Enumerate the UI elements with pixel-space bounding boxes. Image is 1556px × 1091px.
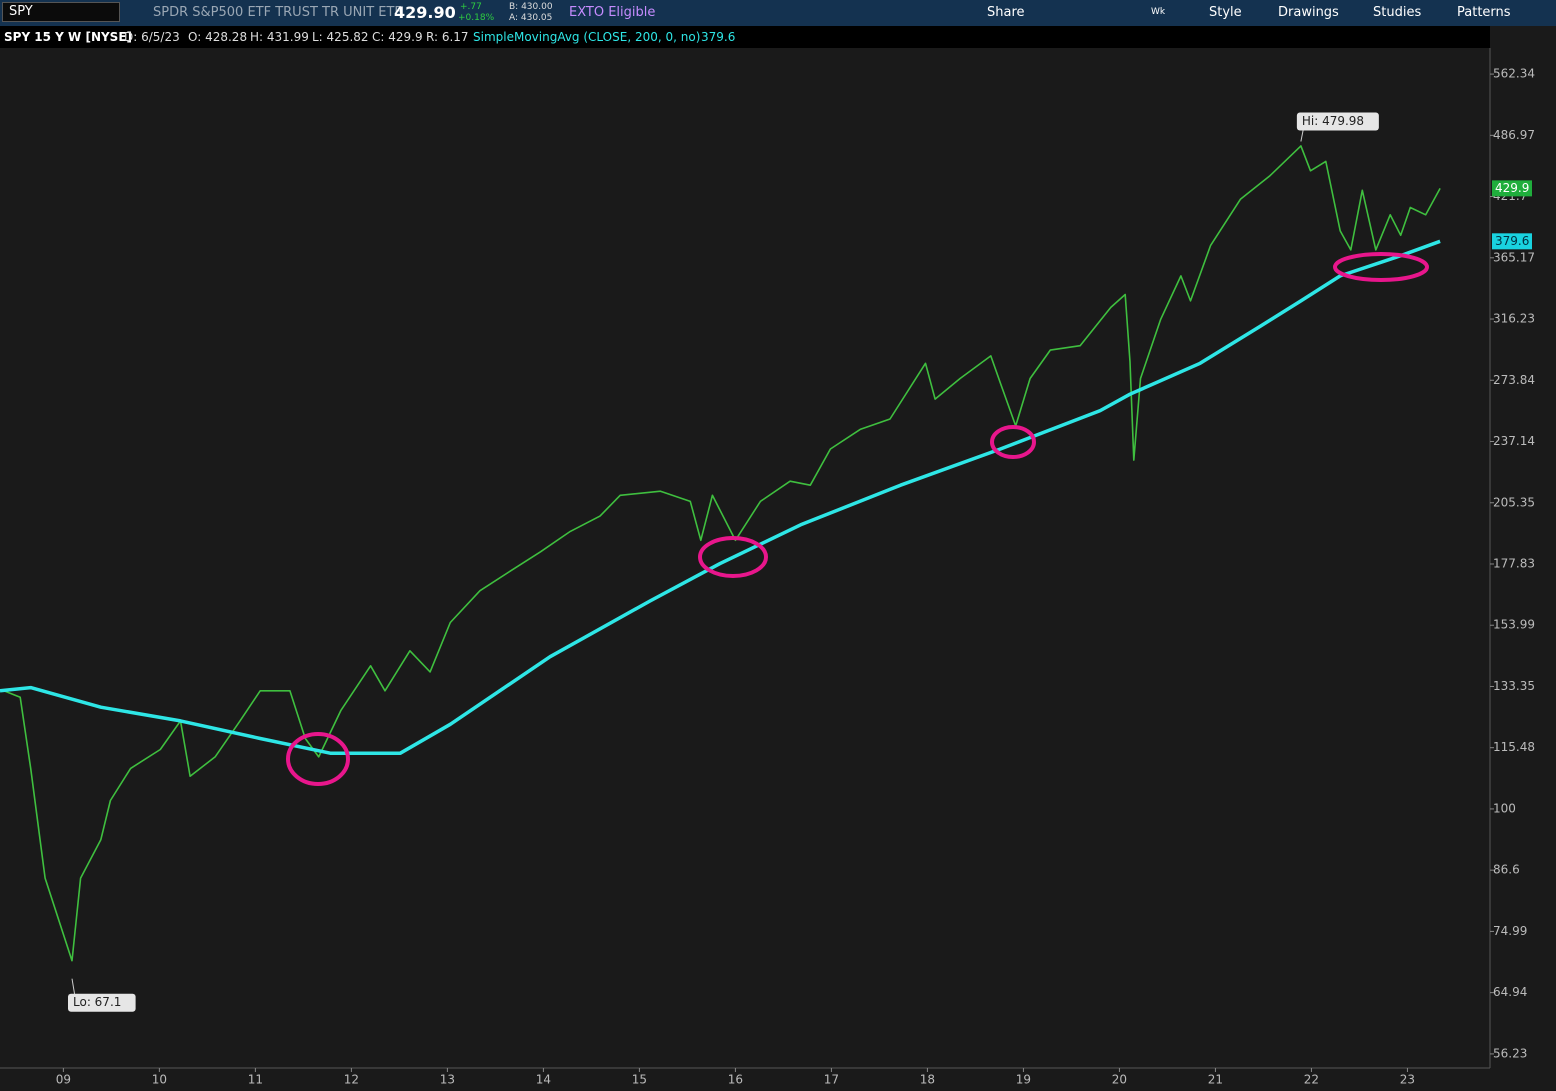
x-tick-label: 09 bbox=[56, 1073, 71, 1087]
button[interactable]: Studies bbox=[1373, 5, 1422, 20]
y-tick-label: 74.99 bbox=[1493, 924, 1527, 938]
info-bar: SPY 15 Y W [NYSE] D: 6/5/23 O: 428.28 H:… bbox=[0, 26, 1490, 48]
info: O: 428.28 bbox=[188, 30, 248, 44]
bid: B: 430.00 bbox=[509, 2, 553, 12]
button[interactable]: Drawings bbox=[1278, 5, 1339, 20]
y-tick-label: 100 bbox=[1493, 801, 1516, 815]
y-tick-label: 237.14 bbox=[1493, 434, 1535, 448]
button[interactable]: Share bbox=[987, 5, 1025, 20]
x-tick-label: 21 bbox=[1208, 1073, 1223, 1087]
plot: 562.34 486.97 421.7 365.17 316.23 273.84 237.1… bbox=[0, 67, 1535, 1087]
y-tick-label: 86.6 bbox=[1493, 863, 1520, 877]
x-tick-label: 11 bbox=[248, 1073, 263, 1087]
change: +.77 bbox=[460, 2, 482, 12]
price-tag-label: 379.6 bbox=[1495, 234, 1529, 248]
y-tick-label: 133.35 bbox=[1493, 679, 1535, 693]
y-tick-label: 205.35 bbox=[1493, 495, 1535, 509]
chart-title: SPY 15 Y W [NYSE] bbox=[4, 30, 133, 44]
highlight-circle bbox=[990, 425, 1036, 459]
annotation-label: Lo: 67.1 bbox=[73, 995, 121, 1009]
highlight-circle bbox=[286, 732, 350, 786]
info: H: 431.99 bbox=[250, 30, 309, 44]
y-tick-label: 177.83 bbox=[1493, 556, 1535, 570]
x-tick-label: 23 bbox=[1400, 1073, 1415, 1087]
y-tick-label: 64.94 bbox=[1493, 985, 1527, 999]
x-tick-label: 16 bbox=[728, 1073, 743, 1087]
toolbar: SPY SPDR S&P500 ETF TRUST TR UNIT ETF 42… bbox=[0, 0, 1556, 26]
price-tag-label: 429.9 bbox=[1495, 181, 1529, 195]
info: R: 6.17 bbox=[426, 30, 469, 44]
change-pct: +0.18% bbox=[458, 13, 495, 23]
y-tick-label: 273.84 bbox=[1493, 373, 1535, 387]
y-tick-label: 316.23 bbox=[1493, 312, 1535, 326]
info: L: 425.82 bbox=[312, 30, 369, 44]
price-line bbox=[3, 145, 1441, 962]
x-tick-label: 18 bbox=[920, 1073, 935, 1087]
y-tick-label: 115.48 bbox=[1493, 740, 1535, 754]
x-tick-label: 10 bbox=[152, 1073, 167, 1087]
y-tick-label: 421.7 bbox=[1493, 189, 1527, 203]
x-tick-label: 19 bbox=[1016, 1073, 1031, 1087]
button[interactable]: Wk bbox=[1151, 7, 1166, 17]
x-tick-label: 14 bbox=[536, 1073, 551, 1087]
y-tick-label: 56.23 bbox=[1493, 1046, 1527, 1060]
x-tick-label: 22 bbox=[1304, 1073, 1319, 1087]
x-tick-label: 17 bbox=[824, 1073, 839, 1087]
y-tick-label: 365.17 bbox=[1493, 250, 1535, 264]
annotation-box bbox=[68, 993, 136, 1012]
button[interactable]: Patterns bbox=[1457, 5, 1511, 20]
symbol-input[interactable]: SPY bbox=[2, 2, 120, 22]
y-tick-label: 562.34 bbox=[1493, 67, 1535, 81]
legend-entry: SimpleMovingAvg (CLOSE, 200, 0, no) bbox=[473, 30, 701, 44]
y-tick-label: 153.99 bbox=[1493, 618, 1535, 632]
annotation-label: Hi: 479.98 bbox=[1302, 114, 1364, 128]
info: D: 6/5/23 bbox=[124, 30, 180, 44]
ask: A: 430.05 bbox=[509, 13, 553, 23]
x-tick-label: 20 bbox=[1112, 1073, 1127, 1087]
legend-value: 379.6 bbox=[701, 30, 736, 44]
description: SPDR S&P500 ETF TRUST TR UNIT ETF bbox=[153, 5, 402, 20]
x-tick-label: 15 bbox=[632, 1073, 647, 1087]
info: C: 429.9 bbox=[372, 30, 423, 44]
annotation-pointer bbox=[1300, 121, 1306, 142]
price-tag bbox=[1492, 180, 1532, 197]
annotation-box bbox=[1296, 112, 1379, 131]
x-tick-label: 13 bbox=[440, 1073, 455, 1087]
highlight-circle bbox=[698, 536, 768, 578]
sma-line bbox=[0, 239, 1441, 755]
price-tag bbox=[1492, 233, 1532, 250]
last-price: 429.90 bbox=[394, 3, 456, 22]
annotation-pointer bbox=[71, 978, 77, 1003]
highlight-circle bbox=[1333, 252, 1429, 282]
badge[interactable]: EXTO Eligible bbox=[569, 5, 656, 20]
button[interactable]: Style bbox=[1209, 5, 1242, 20]
x-tick-label: 12 bbox=[344, 1073, 359, 1087]
y-tick-label: 486.97 bbox=[1493, 128, 1535, 142]
